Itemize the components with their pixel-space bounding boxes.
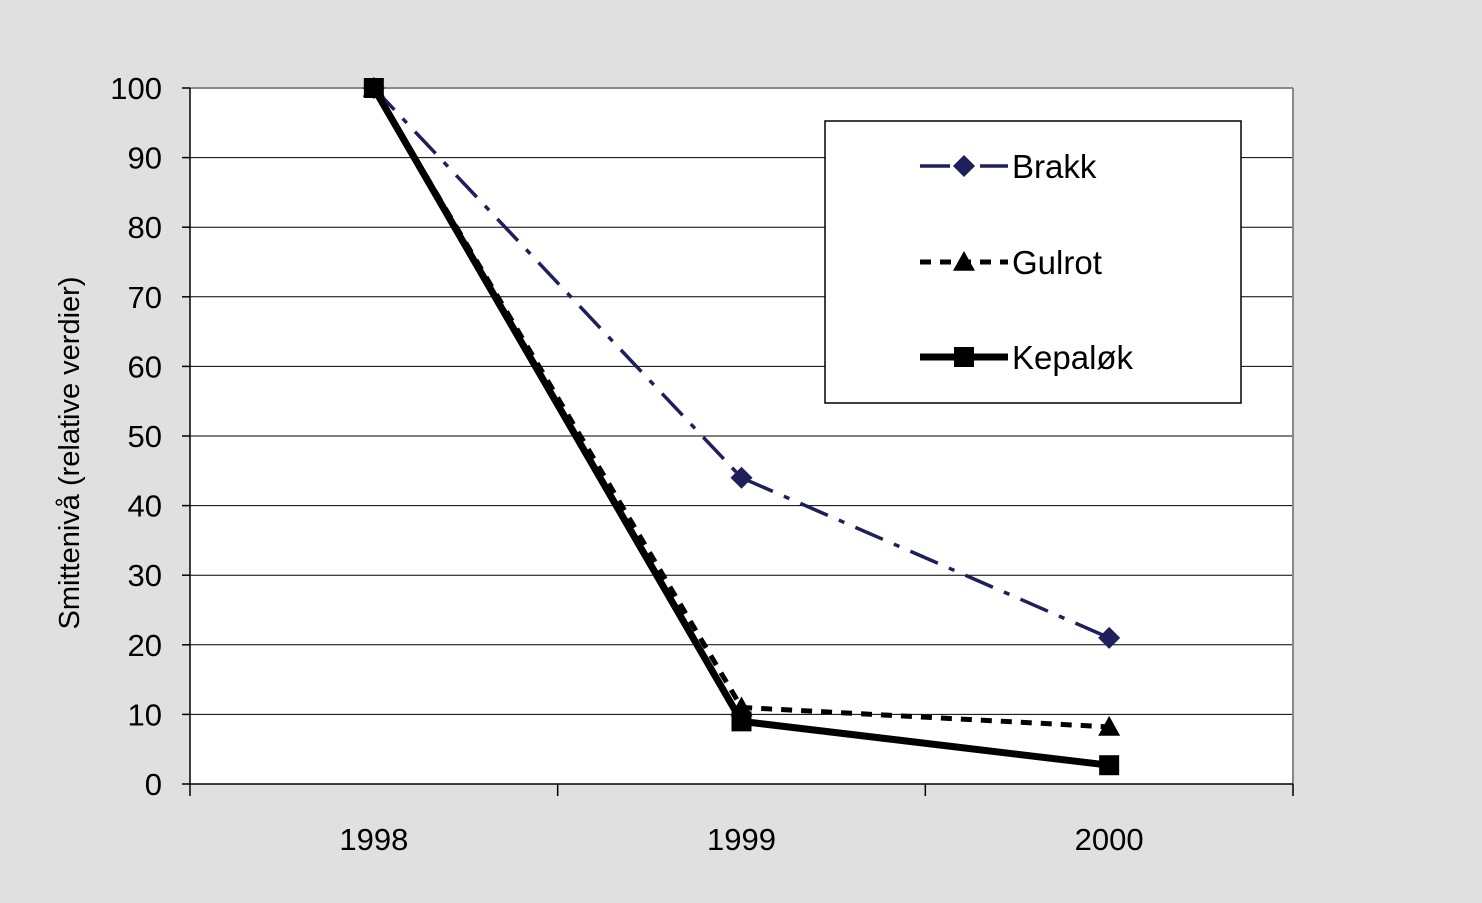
x-tick-label: 1998 bbox=[339, 822, 408, 857]
y-tick-label: 40 bbox=[128, 489, 162, 524]
legend-label: Kepaløk bbox=[1012, 339, 1134, 376]
data-point bbox=[730, 466, 753, 489]
x-tick-label: 1999 bbox=[707, 822, 776, 857]
data-point bbox=[731, 711, 752, 732]
x-tick-labels: 1998 1999 2000 bbox=[339, 822, 1143, 857]
y-tick-label: 30 bbox=[128, 558, 162, 593]
legend-swatch-marker bbox=[954, 347, 974, 367]
y-tick-labels: 0 10 20 30 40 50 60 70 80 90 100 bbox=[110, 71, 162, 802]
y-tick-label: 80 bbox=[128, 210, 162, 245]
legend: Brakk Gulrot Kepaløk bbox=[824, 120, 1242, 404]
y-axis-title: Smittenivå (relative verdier) bbox=[54, 277, 86, 630]
data-point bbox=[1098, 715, 1121, 736]
legend-swatch-marker bbox=[953, 251, 975, 271]
x-tick-label: 2000 bbox=[1075, 822, 1144, 857]
legend-label: Gulrot bbox=[1012, 244, 1102, 281]
y-tick-label: 100 bbox=[110, 71, 162, 106]
legend-label: Brakk bbox=[1012, 148, 1097, 185]
y-tick-label: 60 bbox=[128, 349, 162, 384]
y-tick-label: 50 bbox=[128, 419, 162, 454]
legend-swatch-marker bbox=[953, 155, 975, 177]
data-point bbox=[363, 78, 384, 98]
series-line bbox=[372, 86, 1110, 640]
y-tick-label: 10 bbox=[128, 697, 162, 732]
series-group bbox=[362, 77, 1121, 776]
y-tick-label: 90 bbox=[128, 141, 162, 176]
y-tick-label: 70 bbox=[128, 280, 162, 315]
y-tick-label: 20 bbox=[128, 628, 162, 663]
y-tick-label: 0 bbox=[145, 767, 162, 802]
data-point bbox=[1098, 626, 1121, 649]
legend-box bbox=[824, 120, 1242, 404]
data-point bbox=[1099, 755, 1120, 776]
series-kepaløk bbox=[363, 78, 1120, 776]
